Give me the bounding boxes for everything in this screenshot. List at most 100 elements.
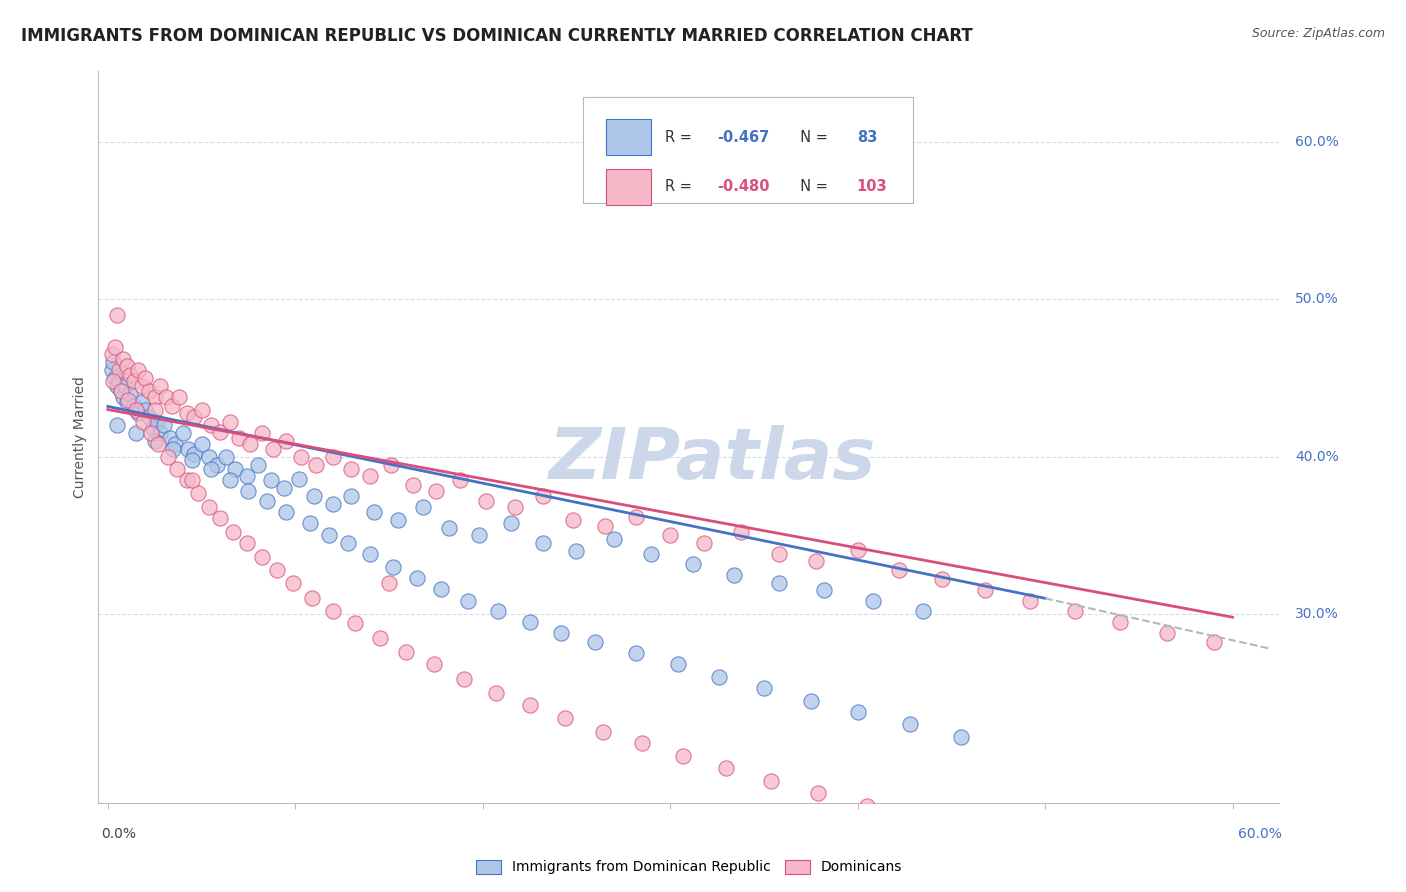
Point	[626, 646, 648, 660]
Point	[457, 594, 479, 608]
Point	[209, 511, 232, 525]
Point	[149, 379, 172, 393]
Point	[288, 472, 311, 486]
Point	[305, 458, 328, 472]
Point	[105, 308, 128, 322]
Point	[931, 573, 953, 587]
Point	[359, 547, 381, 561]
Point	[149, 426, 172, 441]
Point	[148, 437, 170, 451]
Point	[807, 786, 830, 800]
Point	[260, 473, 283, 487]
Point	[108, 363, 131, 377]
Point	[120, 387, 142, 401]
Point	[132, 415, 155, 429]
Point	[974, 583, 997, 598]
Point	[425, 484, 447, 499]
Point	[907, 808, 929, 822]
Point	[593, 519, 616, 533]
Point	[381, 559, 404, 574]
Point	[143, 390, 166, 404]
Point	[181, 473, 204, 487]
Point	[110, 384, 132, 398]
Point	[592, 725, 614, 739]
Bar	[606, 119, 651, 155]
Point	[583, 635, 606, 649]
Point	[716, 761, 738, 775]
Point	[344, 616, 367, 631]
Point	[302, 489, 325, 503]
Point	[1011, 830, 1033, 845]
Point	[554, 711, 576, 725]
Point	[301, 591, 323, 606]
Point	[145, 415, 167, 429]
Point	[131, 394, 153, 409]
Point	[105, 418, 128, 433]
Point	[143, 434, 166, 448]
Point	[100, 363, 122, 377]
Point	[110, 384, 132, 398]
Point	[503, 500, 526, 514]
Point	[437, 520, 460, 534]
Point	[813, 583, 835, 598]
Text: 83: 83	[856, 129, 877, 145]
Point	[205, 458, 228, 472]
Point	[190, 437, 212, 451]
Point	[640, 547, 662, 561]
Point	[125, 426, 148, 441]
Point	[603, 532, 626, 546]
Point	[693, 536, 716, 550]
Point	[336, 536, 359, 550]
Text: R =: R =	[665, 179, 697, 194]
Point	[105, 379, 128, 393]
Text: 103: 103	[856, 179, 887, 194]
Point	[103, 374, 125, 388]
Point	[187, 486, 209, 500]
Point	[761, 773, 783, 788]
Point	[862, 594, 884, 608]
Point	[127, 406, 149, 420]
Point	[122, 374, 145, 388]
Point	[125, 402, 148, 417]
Point	[368, 631, 391, 645]
Point	[1123, 851, 1146, 865]
Point	[166, 462, 188, 476]
Point	[274, 434, 297, 448]
Text: 60.0%: 60.0%	[1295, 136, 1339, 149]
Point	[215, 450, 238, 464]
Point	[153, 418, 176, 433]
Point	[363, 505, 385, 519]
Point	[449, 473, 471, 487]
Point	[183, 410, 205, 425]
Point	[172, 426, 194, 441]
Point	[134, 371, 156, 385]
Point	[406, 571, 429, 585]
Text: N =: N =	[790, 129, 832, 145]
Point	[468, 528, 491, 542]
Point	[138, 384, 160, 398]
Point	[387, 513, 409, 527]
Text: 40.0%: 40.0%	[1295, 450, 1339, 464]
Text: -0.480: -0.480	[717, 179, 769, 194]
Point	[486, 604, 509, 618]
Point	[475, 493, 498, 508]
Point	[659, 528, 682, 542]
Point	[222, 525, 245, 540]
Point	[155, 390, 177, 404]
Y-axis label: Currently Married: Currently Married	[73, 376, 87, 498]
Point	[250, 426, 273, 441]
Point	[115, 359, 138, 373]
Point	[322, 604, 344, 618]
Point	[453, 672, 475, 686]
Point	[768, 547, 790, 561]
Point	[550, 626, 572, 640]
Point	[723, 567, 745, 582]
Point	[631, 736, 654, 750]
Point	[402, 478, 425, 492]
Point	[752, 681, 775, 695]
Point	[565, 544, 588, 558]
Point	[200, 418, 222, 433]
Point	[250, 550, 273, 565]
Point	[806, 553, 828, 567]
Point	[165, 437, 187, 451]
